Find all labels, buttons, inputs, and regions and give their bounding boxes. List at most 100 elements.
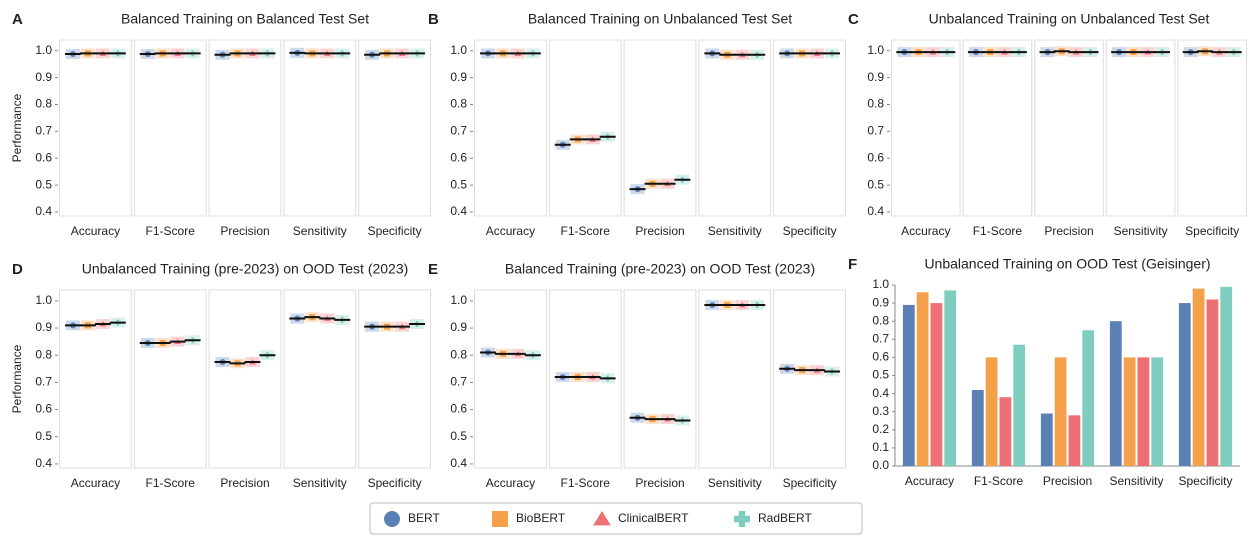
bar [1178,303,1191,466]
panel-letter: C [848,11,859,28]
y-tick-label: 0.2 [872,422,889,436]
y-tick-label: 1.0 [867,43,884,57]
panel-title: Unbalanced Training on OOD Test (Geising… [924,256,1210,272]
facet [548,39,622,217]
facet [133,39,207,217]
y-tick-label: 0.8 [450,347,467,361]
y-tick-label: 0.7 [450,375,467,389]
y-tick-label: 0.5 [35,177,52,191]
y-axis-label: Performance [10,344,24,413]
bar [1068,415,1081,466]
facet [1034,39,1104,217]
panel-title: Balanced Training on Unbalanced Test Set [528,11,792,27]
x-tick-label: Precision [1044,224,1093,238]
panel-title: Unbalanced Training on Unbalanced Test S… [929,11,1210,27]
y-tick-label: 0.9 [35,320,52,334]
x-tick-label: Specificity [1185,224,1239,238]
bar [1109,321,1122,466]
facet [1105,39,1176,217]
x-tick-label: Specificity [368,476,422,490]
facet [208,39,282,217]
x-tick-label: Accuracy [71,476,120,490]
facet [59,289,132,469]
y-tick-label: 0.7 [35,375,52,389]
y-tick-label: 0.9 [450,70,467,84]
y-tick-label: 0.5 [450,429,467,443]
x-tick-label: F1-Score [146,224,196,238]
y-tick-label: 0.4 [872,386,889,400]
x-tick-label: Sensitivity [293,476,347,490]
facet [283,39,357,217]
y-tick-label: 0.6 [35,402,52,416]
y-tick-label: 0.8 [872,313,889,327]
x-tick-label: Sensitivity [1109,474,1163,488]
x-tick-label: Specificity [783,476,837,490]
facet [623,289,697,469]
y-tick-label: 0.7 [450,124,467,138]
facet [474,39,547,217]
bar [944,290,957,466]
y-tick-label: 0.6 [872,350,889,364]
y-axis-label: Performance [10,93,24,162]
y-tick-label: 0.7 [35,124,52,138]
y-tick-label: 0.9 [867,70,884,84]
y-tick-label: 0.5 [872,368,889,382]
bar [1137,357,1150,466]
facet [548,289,622,469]
legend-label: BioBERT [516,511,566,525]
x-tick-label: Sensitivity [1114,224,1168,238]
y-tick-label: 0.4 [35,204,52,218]
legend-label: BERT [408,511,440,525]
y-tick-label: 0.9 [35,70,52,84]
panel-title: Balanced Training on Balanced Test Set [121,11,369,27]
y-tick-label: 0.8 [450,97,467,111]
y-tick-label: 0.5 [867,177,884,191]
panel-letter: F [848,256,857,273]
facet [474,289,547,469]
bar [1220,286,1233,466]
x-tick-label: Precision [220,224,269,238]
bar [999,397,1012,466]
legend-label: RadBERT [758,511,812,525]
bar [902,304,915,466]
x-tick-label: F1-Score [561,224,611,238]
y-tick-label: 0.6 [867,150,884,164]
facet [208,289,282,469]
bar [1123,357,1136,466]
facet [698,39,772,217]
y-tick-label: 0.4 [450,456,467,470]
y-tick-label: 0.9 [872,295,889,309]
x-tick-label: Specificity [783,224,837,238]
panel-title: Balanced Training (pre-2023) on OOD Test… [505,261,815,277]
y-tick-label: 0.6 [35,150,52,164]
bar [1151,357,1164,466]
facet [962,39,1033,217]
x-tick-label: Precision [635,224,684,238]
bar [1206,299,1219,466]
x-tick-label: F1-Score [146,476,196,490]
y-tick-label: 1.0 [35,43,52,57]
x-tick-label: Accuracy [486,476,535,490]
y-tick-label: 0.3 [872,404,889,418]
x-tick-label: Accuracy [71,224,120,238]
panel-letter: A [12,11,23,28]
panel-letter: D [12,261,23,278]
facet [59,39,132,217]
x-tick-label: F1-Score [973,224,1023,238]
facet [358,289,432,469]
bar [1013,344,1026,466]
x-tick-label: Precision [1043,474,1092,488]
y-tick-label: 1.0 [35,293,52,307]
x-tick-label: Accuracy [905,474,954,488]
legend-marker [734,511,750,527]
y-tick-label: 0.4 [450,204,467,218]
x-tick-label: Sensitivity [293,224,347,238]
x-tick-label: Sensitivity [708,476,762,490]
x-tick-label: F1-Score [974,474,1024,488]
bar [971,389,984,466]
y-tick-label: 0.9 [450,320,467,334]
facet [773,289,847,469]
legend-label: ClinicalBERT [618,511,689,525]
facet [773,39,847,217]
